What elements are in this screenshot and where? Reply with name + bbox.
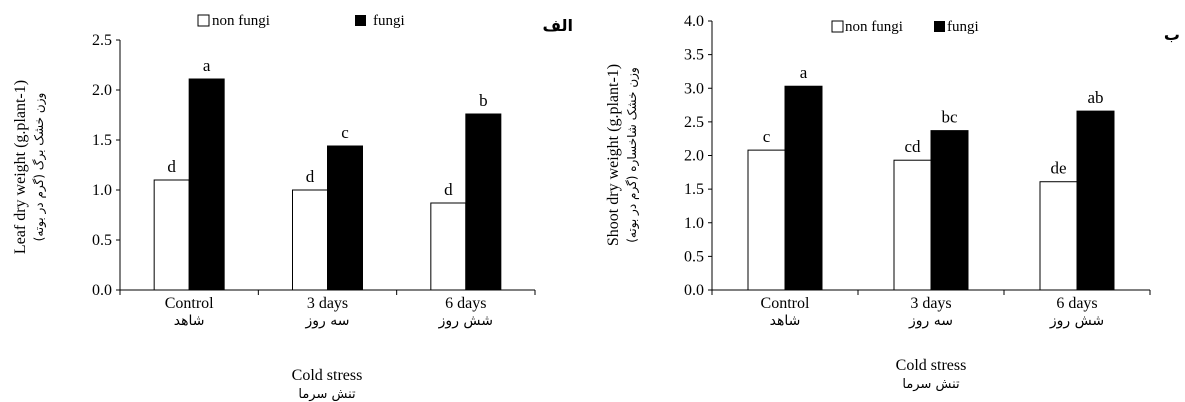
bar-fungi-6-days bbox=[1076, 110, 1115, 291]
y-tick-label: 0.0 bbox=[684, 282, 704, 299]
x-tick-label: Control bbox=[761, 295, 810, 312]
significance-letter: a bbox=[800, 63, 808, 82]
panel-label: الف bbox=[542, 16, 573, 35]
x-tick-label-fa: شاهد bbox=[174, 313, 205, 329]
x-tick-label: Control bbox=[165, 295, 214, 312]
x-tick-label-fa: شش روز bbox=[1049, 313, 1104, 329]
leaf-chart-svg: الف non fungi fungi Leaf dry weight (g.p… bbox=[12, 13, 573, 402]
legend-swatch-fungi bbox=[355, 15, 366, 26]
significance-letter: de bbox=[1050, 159, 1066, 178]
bar-fungi-3-days bbox=[930, 130, 969, 291]
legend-swatch-fungi bbox=[934, 21, 945, 32]
bar-fungi-control bbox=[188, 78, 225, 291]
bar-non-fungi-control bbox=[747, 149, 786, 291]
legend-swatch-non-fungi bbox=[197, 14, 210, 27]
x-tick-label-fa: سه روز bbox=[908, 313, 953, 329]
significance-letter: b bbox=[479, 91, 488, 110]
x-tick-label: 3 days bbox=[910, 295, 951, 312]
y-axis-label: Shoot dry weight (g.plant-1) bbox=[605, 64, 622, 246]
significance-letter: cd bbox=[904, 137, 921, 156]
legend-swatch-non-fungi bbox=[831, 20, 844, 33]
y-tick-label: 0.5 bbox=[92, 232, 112, 249]
shoot-dry-weight-chart: ب non fungi fungi Shoot dry weight (g.pl… bbox=[600, 0, 1185, 402]
legend-label-fungi: fungi bbox=[947, 19, 979, 35]
y-tick-label: 1.5 bbox=[92, 132, 112, 149]
x-axis-label-fa: تنش سرما bbox=[902, 377, 960, 392]
significance-letter: c bbox=[763, 127, 771, 146]
x-tick-label-fa: شاهد bbox=[770, 313, 801, 329]
x-tick-label-fa: شش روز bbox=[438, 313, 493, 329]
significance-letter: d bbox=[444, 180, 453, 199]
x-axis-label: Cold stress bbox=[292, 367, 363, 384]
y-tick-label: 3.0 bbox=[684, 80, 704, 97]
bar-non-fungi-3-days bbox=[893, 159, 932, 291]
legend-label-non-fungi: non fungi bbox=[212, 13, 270, 29]
leaf-dry-weight-chart: الف non fungi fungi Leaf dry weight (g.p… bbox=[0, 0, 585, 402]
y-tick-label: 2.0 bbox=[684, 148, 704, 165]
y-tick-label: 2.5 bbox=[684, 114, 704, 131]
bar-fungi-6-days bbox=[465, 113, 502, 291]
y-tick-label: 2.0 bbox=[92, 82, 112, 99]
y-tick-label: 0.5 bbox=[684, 248, 704, 265]
y-tick-label: 0.0 bbox=[92, 282, 112, 299]
y-tick-label: 1.5 bbox=[684, 181, 704, 198]
legend-label-non-fungi: non fungi bbox=[845, 19, 903, 35]
x-tick-label: 6 days bbox=[445, 295, 486, 312]
x-axis-label-fa: تنش سرما bbox=[298, 387, 356, 402]
significance-letter: d bbox=[306, 167, 315, 186]
bar-non-fungi-6-days bbox=[430, 202, 467, 291]
x-tick-label: 3 days bbox=[307, 295, 348, 312]
bar-fungi-3-days bbox=[327, 145, 363, 291]
y-axis-label: Leaf dry weight (g.plant-1) bbox=[12, 80, 29, 254]
significance-letter: d bbox=[167, 157, 176, 176]
legend-label-fungi: fungi bbox=[373, 13, 405, 29]
x-axis-title: Cold stress تنش سرما bbox=[292, 367, 363, 402]
shoot-chart-svg: ب non fungi fungi Shoot dry weight (g.pl… bbox=[605, 13, 1180, 392]
y-axis-title: Leaf dry weight (g.plant-1) وزن خشک برگ … bbox=[12, 80, 47, 254]
y-tick-label: 1.0 bbox=[92, 182, 112, 199]
panel-label: ب bbox=[1164, 25, 1180, 44]
y-tick-label: 1.0 bbox=[684, 215, 704, 232]
significance-letter: bc bbox=[941, 108, 958, 127]
significance-letter: a bbox=[203, 56, 211, 75]
x-axis-title: Cold stress تنش سرما bbox=[896, 357, 967, 392]
y-axis-label-fa: وزن خشک برگ (گرم در بوته) bbox=[32, 93, 47, 242]
y-tick-label: 4.0 bbox=[684, 13, 704, 30]
bar-non-fungi-3-days bbox=[292, 189, 328, 291]
x-tick-label: 6 days bbox=[1056, 295, 1097, 312]
y-axis-label-fa: وزن خشک شاخساره (گرم در بوته) bbox=[625, 67, 640, 243]
y-tick-label: 2.5 bbox=[92, 32, 112, 49]
y-tick-label: 3.5 bbox=[684, 47, 704, 64]
y-axis-title: Shoot dry weight (g.plant-1) وزن خشک شاخ… bbox=[605, 64, 640, 246]
bar-non-fungi-6-days bbox=[1039, 181, 1078, 291]
significance-letter: ab bbox=[1087, 88, 1103, 107]
x-tick-label-fa: سه روز bbox=[305, 313, 350, 329]
bar-fungi-control bbox=[784, 85, 823, 291]
bar-non-fungi-control bbox=[153, 179, 190, 291]
x-axis-label: Cold stress bbox=[896, 357, 967, 374]
significance-letter: c bbox=[341, 123, 349, 142]
